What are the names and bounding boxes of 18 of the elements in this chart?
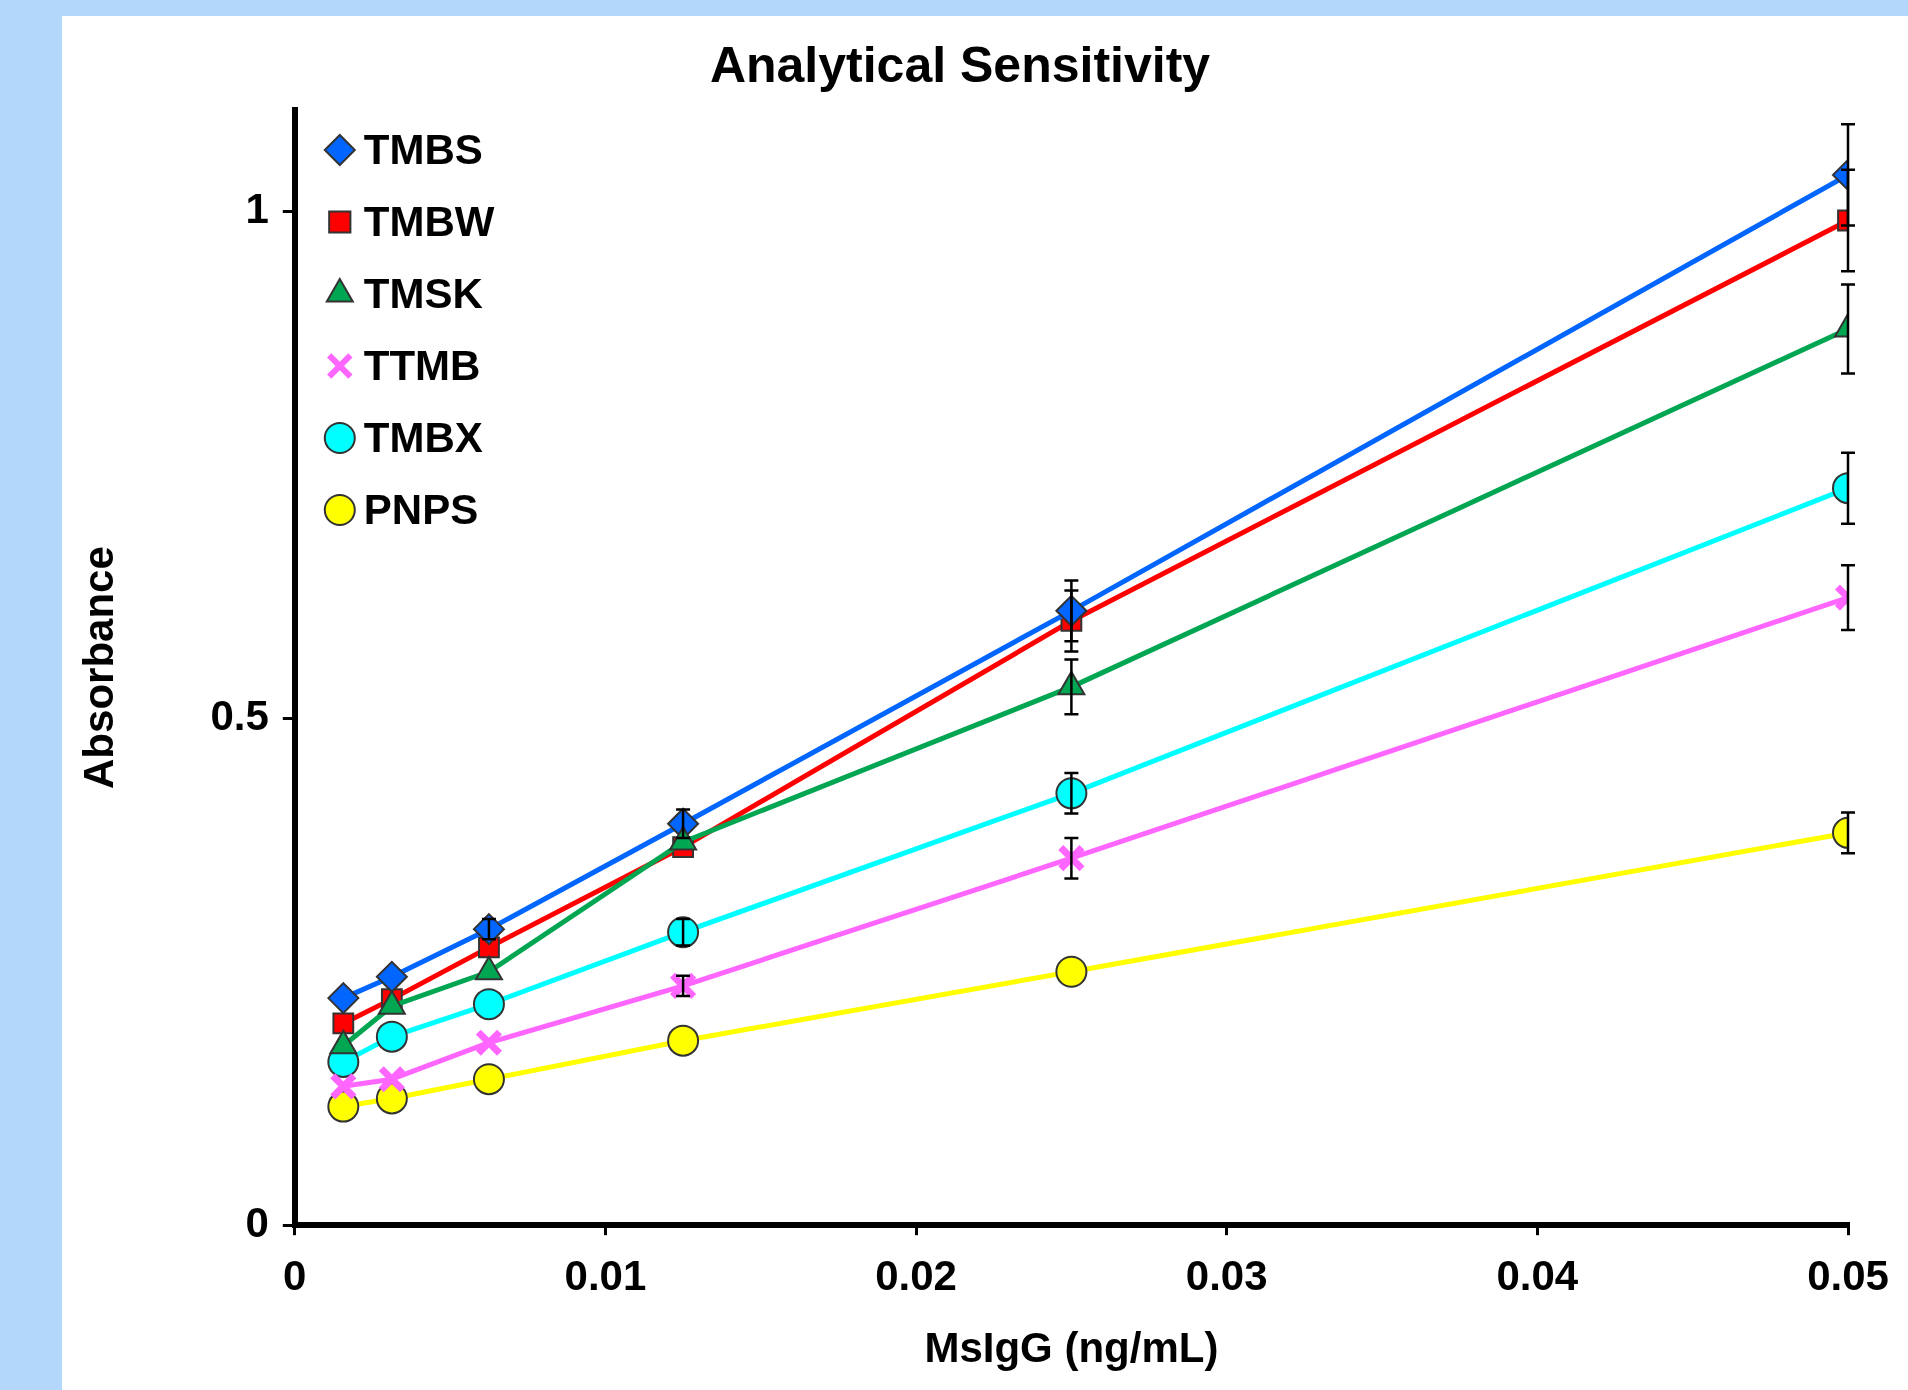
y-axis-title: Absorbance	[74, 546, 122, 789]
legend-label: PNPS	[363, 485, 479, 533]
legend-label: TMBW	[363, 197, 495, 245]
legend-label: TMSK	[363, 269, 483, 317]
x-tick-label: 0.02	[875, 1251, 957, 1299]
legend-label: TMBX	[363, 413, 483, 461]
legend-label: TMBS	[363, 125, 483, 173]
legend-label: TTMB	[363, 341, 481, 389]
x-tick-label: 0.03	[1185, 1251, 1268, 1299]
x-tick-label: 0.04	[1496, 1251, 1579, 1299]
x-tick-label: 0	[283, 1251, 307, 1299]
y-tick-label: 0.5	[210, 691, 269, 739]
chart-title: Analytical Sensitivity	[709, 36, 1211, 93]
x-tick-label: 0.05	[1807, 1251, 1889, 1299]
y-tick-label: 1	[245, 184, 269, 232]
x-tick-label: 0.01	[564, 1251, 647, 1299]
x-axis-title: MsIgG (ng/mL)	[924, 1324, 1219, 1372]
y-tick-label: 0	[245, 1198, 269, 1246]
